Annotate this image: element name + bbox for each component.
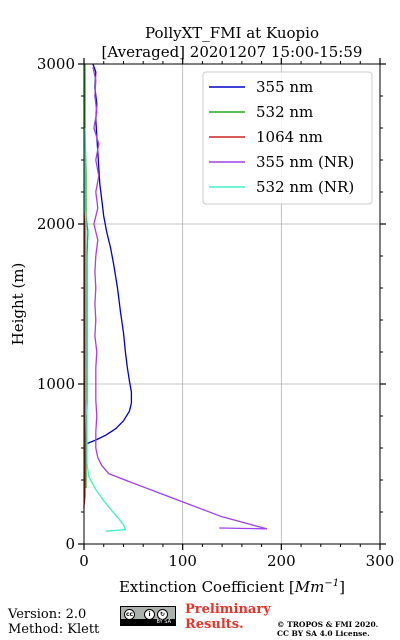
series-line-4: [84, 128, 127, 532]
x-axis-label: Extinction Coefficient [Mm−1]: [119, 578, 345, 596]
chart-title: PollyXT_FMI at Kuopio: [145, 24, 319, 42]
legend-label-1: 532 nm: [256, 103, 313, 121]
preliminary-notice: Preliminary Results.: [185, 602, 271, 632]
plot-frame: [83, 63, 381, 545]
processing-info: Version: 2.0 Method: Klett: [8, 607, 99, 637]
method-text: Method: Klett: [8, 622, 100, 637]
version-text: Version: 2.0: [8, 607, 87, 622]
license-badge-text: BY SA: [121, 619, 175, 625]
legend: 355 nm 532 nm 1064 nm 355 nm (NR) 532 nm (NR…: [202, 71, 373, 205]
y-tick-label-0: 0: [65, 535, 75, 553]
copyright-line-2: CC BY SA 4.0 License.: [277, 629, 370, 638]
copyright-line-1: © TROPOS & FMI 2020.: [277, 620, 379, 629]
y-tick-label-3: 3000: [37, 55, 75, 73]
x-tick-label-1: 100: [168, 552, 197, 570]
copyright-notice: © TROPOS & FMI 2020. CC BY SA 4.0 Licens…: [277, 620, 378, 638]
chart-subtitle: [Averaged] 20201207 15:00-15:59: [102, 43, 363, 61]
x-tick-label-0: 0: [79, 552, 89, 570]
y-tick-label-2: 2000: [37, 215, 75, 233]
legend-label-4: 532 nm (NR): [256, 178, 354, 196]
legend-box: [202, 71, 373, 205]
cc-license-badge-icon: cc i ↻ BY SA: [120, 606, 176, 626]
legend-label-2: 1064 nm: [256, 128, 323, 146]
extinction-profile-chart: PollyXT_FMI at Kuopio [Averaged] 2020120…: [9, 24, 395, 596]
preliminary-line-1: Preliminary: [185, 602, 271, 617]
preliminary-line-2: Results.: [185, 617, 244, 632]
series-line-3: [92, 67, 268, 530]
y-axis-label: Height (m): [9, 263, 27, 346]
x-tick-label-2: 200: [267, 552, 296, 570]
y-tick-label-1: 1000: [37, 375, 75, 393]
legend-label-0: 355 nm: [256, 78, 313, 96]
series-line-0: [85, 63, 133, 445]
legend-label-3: 355 nm (NR): [256, 153, 354, 171]
x-tick-label-3: 300: [366, 552, 395, 570]
